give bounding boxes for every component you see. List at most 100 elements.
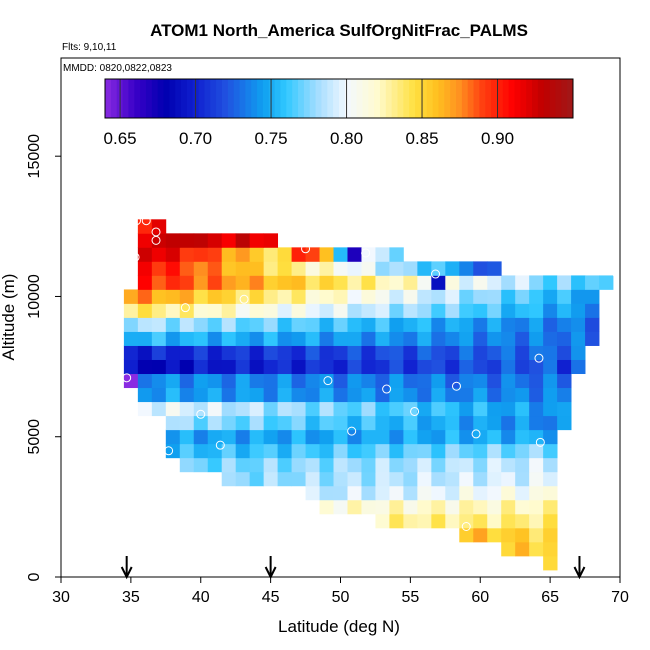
heatmap-cell (165, 429, 181, 445)
heatmap-cell (319, 275, 334, 290)
heatmap-cell (417, 359, 432, 375)
heatmap-cell (417, 513, 432, 529)
heatmap-cell (277, 261, 292, 276)
heatmap-cell (459, 275, 474, 290)
colorbar-segment (403, 79, 410, 118)
heatmap-cell (403, 499, 418, 515)
heatmap-cell (151, 219, 167, 234)
heatmap-cell (417, 289, 432, 304)
heatmap-cell (445, 513, 460, 529)
heatmap-cell (403, 401, 418, 417)
heatmap-cell (501, 499, 516, 515)
heatmap-cell (263, 345, 279, 360)
heatmap-cell (473, 415, 488, 431)
heatmap-cell (501, 401, 516, 417)
heatmap-cell (361, 359, 376, 375)
heatmap-cell (221, 233, 237, 248)
heatmap-cell (473, 261, 488, 276)
heatmap-cell (473, 429, 488, 445)
heatmap-cell (193, 261, 209, 276)
heatmap-cell (375, 373, 390, 389)
heatmap-cell (235, 387, 251, 403)
heatmap-cell (375, 429, 390, 445)
heatmap-cell (291, 331, 306, 346)
heatmap-cell (249, 331, 265, 346)
heatmap-cell (165, 317, 181, 332)
heatmap-cell (193, 345, 209, 360)
colorbar-frame (104, 78, 574, 119)
heatmap-cell (487, 373, 502, 389)
heatmap-cell (207, 415, 223, 431)
heatmap-cell (529, 289, 544, 304)
colorbar-segment (339, 79, 346, 118)
flights-note: Flts: 9,10,11 (62, 42, 117, 53)
heatmap-cell (459, 289, 474, 304)
colorbar-segment (397, 79, 404, 118)
sample-marker (122, 373, 132, 383)
heatmap-cell (277, 247, 292, 262)
heatmap-cell (487, 527, 502, 543)
heatmap-cell (305, 247, 320, 262)
heatmap-cell (291, 429, 306, 445)
heatmap-cell (529, 387, 544, 403)
heatmap-cell (235, 415, 251, 431)
heatmap-cell (207, 233, 223, 248)
heatmap-cell (529, 471, 544, 487)
heatmap-cell (333, 471, 348, 487)
heatmap-cell (417, 387, 432, 403)
heatmap-cell (389, 499, 404, 515)
heatmap-cell (347, 247, 362, 262)
heatmap-cell (305, 471, 320, 487)
heatmap-cell (291, 401, 306, 417)
heatmap-cell (459, 485, 474, 501)
heatmap-cell (151, 345, 167, 360)
heatmap-cell (529, 303, 544, 318)
heatmap-cell (445, 443, 460, 459)
heatmap-cell (221, 359, 237, 375)
heatmap-cell (207, 261, 223, 276)
heatmap-cell (557, 303, 572, 318)
colorbar-segment (227, 79, 235, 118)
heatmap-cell (193, 331, 209, 346)
colorbar-segment (181, 79, 188, 118)
colorbar-tick-label: 0.90 (481, 129, 514, 148)
heatmap-cell (249, 471, 265, 487)
heatmap-cell (263, 317, 279, 332)
sample-marker (301, 244, 311, 254)
heatmap-cell (403, 387, 418, 403)
heatmap-cell (403, 275, 418, 290)
heatmap-cell (501, 443, 516, 459)
heatmap-cell (389, 247, 404, 262)
heatmap-cell (235, 317, 251, 332)
heatmap-cell (515, 331, 530, 346)
heatmap-cell (375, 471, 390, 487)
colorbar-segment (110, 79, 118, 118)
heatmap-cell (249, 275, 265, 290)
heatmap-cell (305, 457, 320, 473)
heatmap-cell (487, 359, 502, 375)
heatmap-cell (249, 345, 265, 360)
heatmap-cell (445, 387, 460, 403)
heatmap-cell (165, 233, 181, 248)
heatmap-cell (123, 317, 139, 332)
heatmap-cell (151, 275, 167, 290)
heatmap-cell (571, 359, 586, 375)
heatmap-cell (193, 429, 209, 445)
heatmap-cell (403, 359, 418, 375)
heatmap-cell (333, 275, 348, 290)
heatmap-cell (417, 499, 432, 515)
colorbar-segment (467, 79, 475, 118)
heatmap-cell (389, 289, 404, 304)
colorbar-segment (496, 79, 504, 118)
chart-title: ATOM1 North_America SulfOrgNitFrac_PALMS (150, 21, 528, 40)
x-tick-label: 55 (401, 589, 419, 606)
heatmap-cell (263, 289, 279, 304)
heatmap-cell (263, 387, 279, 403)
heatmap-cell (389, 359, 404, 375)
heatmap-cell (431, 443, 446, 459)
heatmap-cell (319, 443, 334, 459)
heatmap-cell (431, 471, 446, 487)
heatmap-cell (207, 443, 223, 459)
heatmap-cell (529, 429, 544, 445)
heatmap-cell (459, 359, 474, 375)
